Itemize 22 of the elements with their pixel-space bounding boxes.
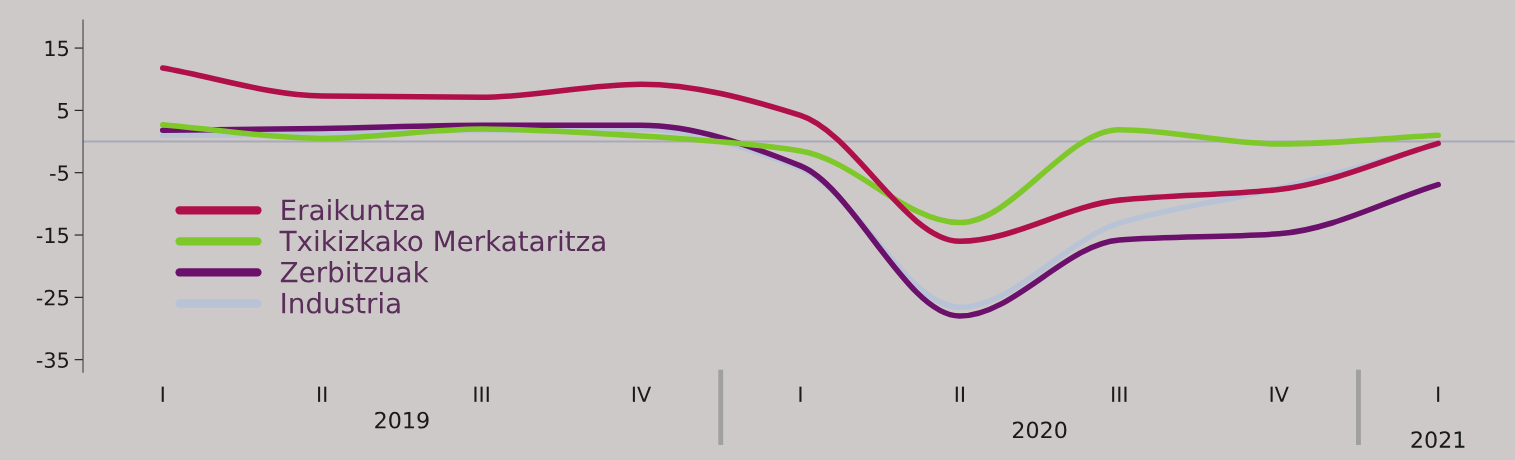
- y-tick-label: -15: [36, 227, 69, 244]
- text: 2020: [1012, 421, 1067, 439]
- y-tick-label: 5: [58, 103, 69, 119]
- text: 2019: [375, 411, 429, 429]
- legend-label: Txikizkako Merkataritza: [279, 229, 605, 252]
- legend-label: Industria: [282, 292, 400, 314]
- y-tick-label: -35: [36, 352, 69, 368]
- y-tick-label: -5: [50, 165, 69, 181]
- legend-label: Zerbitzuak: [280, 261, 429, 283]
- text: 2021: [1411, 431, 1465, 449]
- x-tick-label: III: [1112, 386, 1127, 402]
- x-tick-label: IV: [1270, 386, 1289, 402]
- legend-label: Eraikuntza: [282, 198, 424, 221]
- x-tick-label: I: [1437, 386, 1440, 402]
- y-tick-label: 15: [45, 40, 69, 57]
- y-tick-label: -25: [36, 289, 69, 306]
- x-tick-label: I: [161, 386, 164, 402]
- x-tick-label: I: [799, 386, 802, 402]
- x-tick-label: II: [318, 386, 327, 402]
- x-tick-label: IV: [632, 386, 652, 402]
- x-tick-label: II: [955, 386, 964, 402]
- x-tick-label: III: [474, 386, 489, 402]
